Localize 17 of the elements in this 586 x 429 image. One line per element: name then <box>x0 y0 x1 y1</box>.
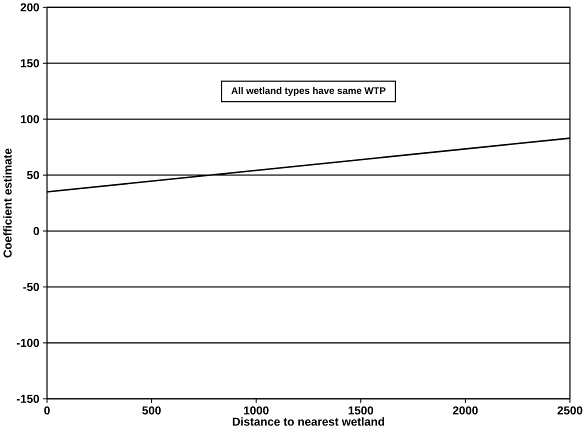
y-axis-title: Coefficient estimate <box>3 148 12 258</box>
y-tick-label: -50 <box>23 282 40 292</box>
y-tick-label: 200 <box>20 3 40 12</box>
x-tick-label: 500 <box>142 406 161 415</box>
y-tick-label: 0 <box>34 226 40 236</box>
x-tick-label: 1000 <box>244 406 269 415</box>
x-tick-label: 1500 <box>348 406 374 415</box>
y-tick-label: 100 <box>20 115 40 124</box>
y-tick-label: 150 <box>20 59 40 68</box>
annotation: All wetland types have same WTP <box>231 87 386 96</box>
x-tick-label: 2500 <box>558 406 582 415</box>
y-tick-label: 50 <box>27 171 40 180</box>
x-axis-title: Distance to nearest wetland <box>232 417 384 426</box>
y-tick-label: -100 <box>16 338 40 347</box>
x-tick-label: 0 <box>44 406 50 415</box>
x-tick-label: 2000 <box>452 406 478 415</box>
y-tick-label: -150 <box>16 394 40 403</box>
